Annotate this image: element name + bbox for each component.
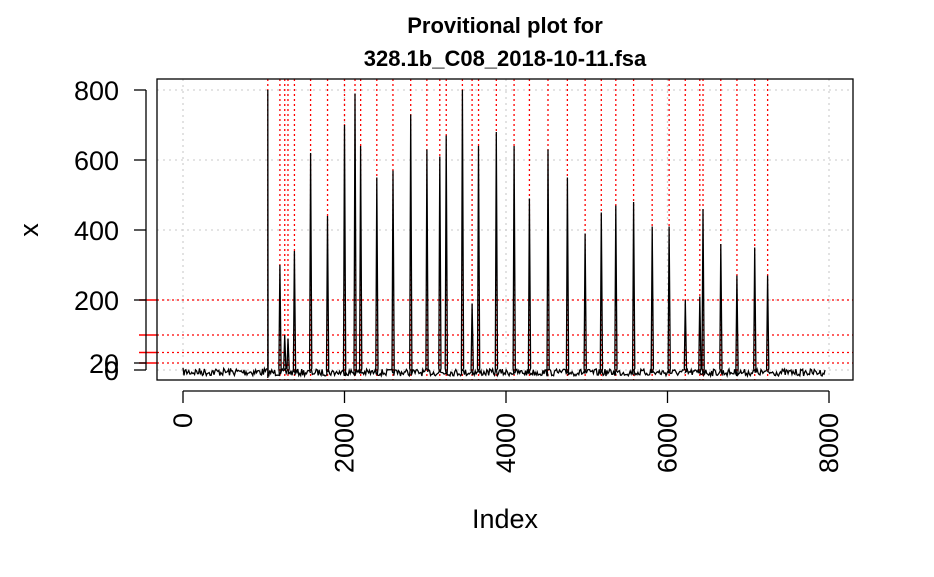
y-axis: 020 200 400 600 800 (74, 76, 147, 386)
x-axis: 0 2000 4000 6000 8000 (168, 390, 844, 473)
x-tick-label: 4000 (491, 413, 521, 473)
x-tick-label: 2000 (330, 413, 360, 473)
x-tick-label: 6000 (653, 413, 683, 473)
y-axis-label: x (14, 223, 44, 237)
x-axis-label: Index (472, 504, 539, 534)
y-tick-label: 200 (74, 286, 119, 316)
chart-title-line1: Provitional plot for (407, 13, 603, 38)
y-tick-label: 20 (89, 349, 119, 379)
x-tick-label: 8000 (814, 413, 844, 473)
y-tick-label: 600 (74, 146, 119, 176)
plot-frame (156, 78, 854, 381)
signal-line (267, 89, 826, 379)
y-tick-label: 0 (104, 356, 119, 386)
noise-line (182, 366, 268, 378)
y-tick-label: 400 (74, 216, 119, 246)
x-tick-label: 0 (168, 413, 198, 428)
y-tick-label: 800 (74, 76, 119, 106)
chart-title-line2: 328.1b_C08_2018-10-11.fsa (364, 46, 647, 71)
